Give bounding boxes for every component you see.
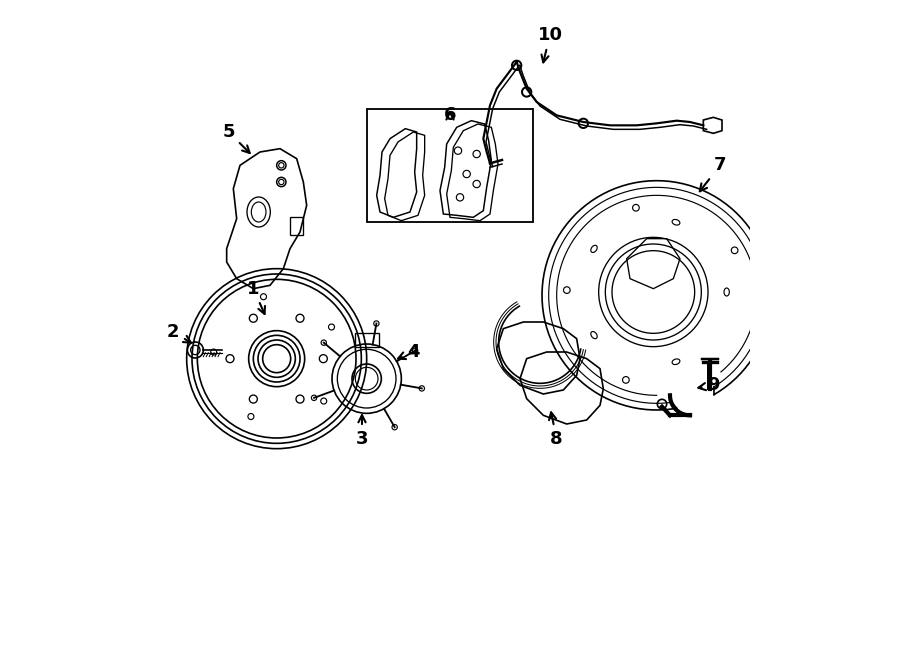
Text: 8: 8 — [549, 412, 563, 448]
Bar — [366, 109, 534, 222]
Text: 2: 2 — [167, 323, 191, 343]
Text: 5: 5 — [222, 123, 249, 153]
Text: 9: 9 — [698, 376, 720, 395]
Text: 4: 4 — [398, 343, 419, 361]
Bar — [355, 333, 379, 348]
Text: 1: 1 — [248, 279, 265, 314]
Text: 7: 7 — [700, 156, 726, 191]
Text: 3: 3 — [356, 415, 368, 448]
Text: 6: 6 — [444, 107, 456, 124]
Text: 10: 10 — [537, 26, 562, 62]
